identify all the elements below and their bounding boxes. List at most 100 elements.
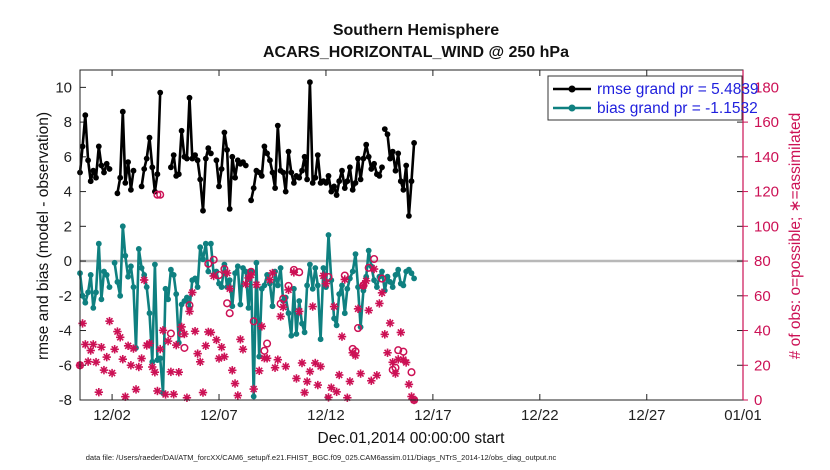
data-point — [309, 285, 316, 292]
assimilated-obs-marker — [198, 388, 208, 397]
asterisk-stroke — [354, 305, 362, 313]
asterisk-stroke — [223, 269, 231, 277]
x-tick-label: 12/02 — [93, 407, 131, 424]
data-point — [200, 207, 206, 214]
data-point — [168, 266, 174, 273]
asterisk-stroke — [228, 366, 236, 374]
data-point — [95, 143, 102, 150]
assimilated-obs-marker — [302, 377, 312, 386]
data-point — [213, 268, 220, 275]
data-point — [208, 150, 214, 157]
asterisk-stroke — [129, 345, 138, 353]
assimilated-obs-marker — [396, 328, 406, 337]
assimilated-obs-marker — [332, 387, 341, 397]
asterisk-stroke — [367, 377, 375, 385]
assimilated-obs-marker — [222, 268, 232, 278]
assimilated-obs-marker — [316, 362, 325, 371]
assimilated-obs-marker — [158, 326, 168, 335]
y-right-tick-label: 180 — [754, 79, 779, 96]
asterisk-stroke — [220, 353, 228, 361]
possible-obs-marker — [153, 190, 162, 199]
possible-obs-marker — [209, 255, 218, 264]
asterisk-stroke — [111, 345, 119, 353]
data-point — [127, 186, 134, 193]
asterisk-stroke — [162, 390, 170, 398]
possible-obs-marker — [263, 339, 272, 348]
asterisk-stroke — [135, 363, 143, 371]
data-point — [152, 261, 158, 268]
assimilated-obs-marker — [150, 368, 160, 377]
data-point — [111, 259, 118, 266]
data-point — [178, 127, 185, 134]
data-point — [395, 150, 402, 157]
asterisk-stroke — [170, 390, 178, 398]
data-point — [138, 183, 145, 190]
asterisk-stroke — [180, 330, 188, 338]
assimilated-obs-marker — [383, 348, 392, 357]
asterisk-stroke — [247, 271, 255, 279]
asterisk-stroke — [234, 391, 242, 400]
assimilated-obs-marker — [99, 365, 109, 375]
asterisk-stroke — [202, 342, 210, 350]
asterisk-stroke — [113, 328, 121, 336]
asterisk-stroke — [384, 349, 392, 357]
asterisk-stroke — [212, 336, 220, 344]
data-point — [119, 223, 126, 230]
data-point — [339, 167, 345, 174]
asterisk-stroke — [210, 272, 218, 280]
asterisk-stroke — [306, 367, 314, 376]
asterisk-stroke — [327, 384, 335, 392]
assimilated-obs-marker — [270, 363, 280, 372]
legend-frame — [547, 75, 743, 121]
data-point — [296, 298, 303, 304]
data-point — [226, 206, 233, 212]
assimilated-obs-marker — [97, 343, 106, 352]
asterisk-stroke — [386, 319, 394, 327]
data-point — [365, 247, 372, 254]
assimilated-obs-marker — [356, 369, 365, 378]
assimilated-obs-marker — [206, 328, 216, 337]
assimilated-obs-marker — [321, 279, 331, 288]
assimilated-obs-marker — [292, 374, 301, 383]
data-point — [157, 355, 164, 362]
data-point — [103, 272, 110, 278]
data-point — [146, 310, 153, 317]
data-point — [224, 147, 231, 153]
data-point — [165, 296, 172, 303]
data-point — [234, 263, 241, 270]
asterisk-stroke — [121, 393, 129, 401]
asterisk-stroke — [397, 328, 405, 336]
assimilated-obs-marker — [252, 280, 261, 289]
assimilated-obs-marker — [343, 393, 352, 402]
data-point — [192, 275, 199, 282]
asterisk-stroke — [178, 323, 186, 331]
assimilated-obs-marker — [230, 379, 240, 388]
data-point — [175, 171, 182, 178]
data-point — [269, 169, 276, 176]
chart-subtitle: ACARS_HORIZONTAL_WIND @ 250 hPa — [263, 44, 569, 61]
assimilated-obs-marker — [228, 366, 237, 375]
assimilated-obs-marker — [369, 264, 379, 274]
data-point — [408, 178, 415, 185]
chart-title: Southern Hemisphere — [333, 22, 499, 39]
data-point — [114, 279, 121, 285]
y-tick-label: 8 — [64, 114, 72, 131]
y-right-tick-label: 140 — [754, 149, 779, 166]
y-right-tick-label: 60 — [754, 288, 771, 305]
data-point — [173, 291, 180, 297]
data-point — [149, 358, 156, 365]
data-point — [261, 282, 268, 289]
possible-obs-marker — [204, 259, 213, 268]
series-3 — [75, 264, 419, 405]
possible-obs-marker — [279, 294, 288, 303]
data-point — [149, 164, 156, 171]
asterisk-stroke — [373, 371, 381, 379]
assimilated-obs-marker — [329, 302, 339, 311]
data-point — [395, 266, 402, 273]
assimilated-obs-marker — [297, 358, 307, 368]
assimilated-obs-marker — [116, 333, 125, 342]
y-right-tick-label: 20 — [754, 357, 771, 374]
data-point — [93, 289, 99, 296]
data-point — [87, 178, 94, 185]
x-tick-label: 12/27 — [628, 407, 666, 424]
